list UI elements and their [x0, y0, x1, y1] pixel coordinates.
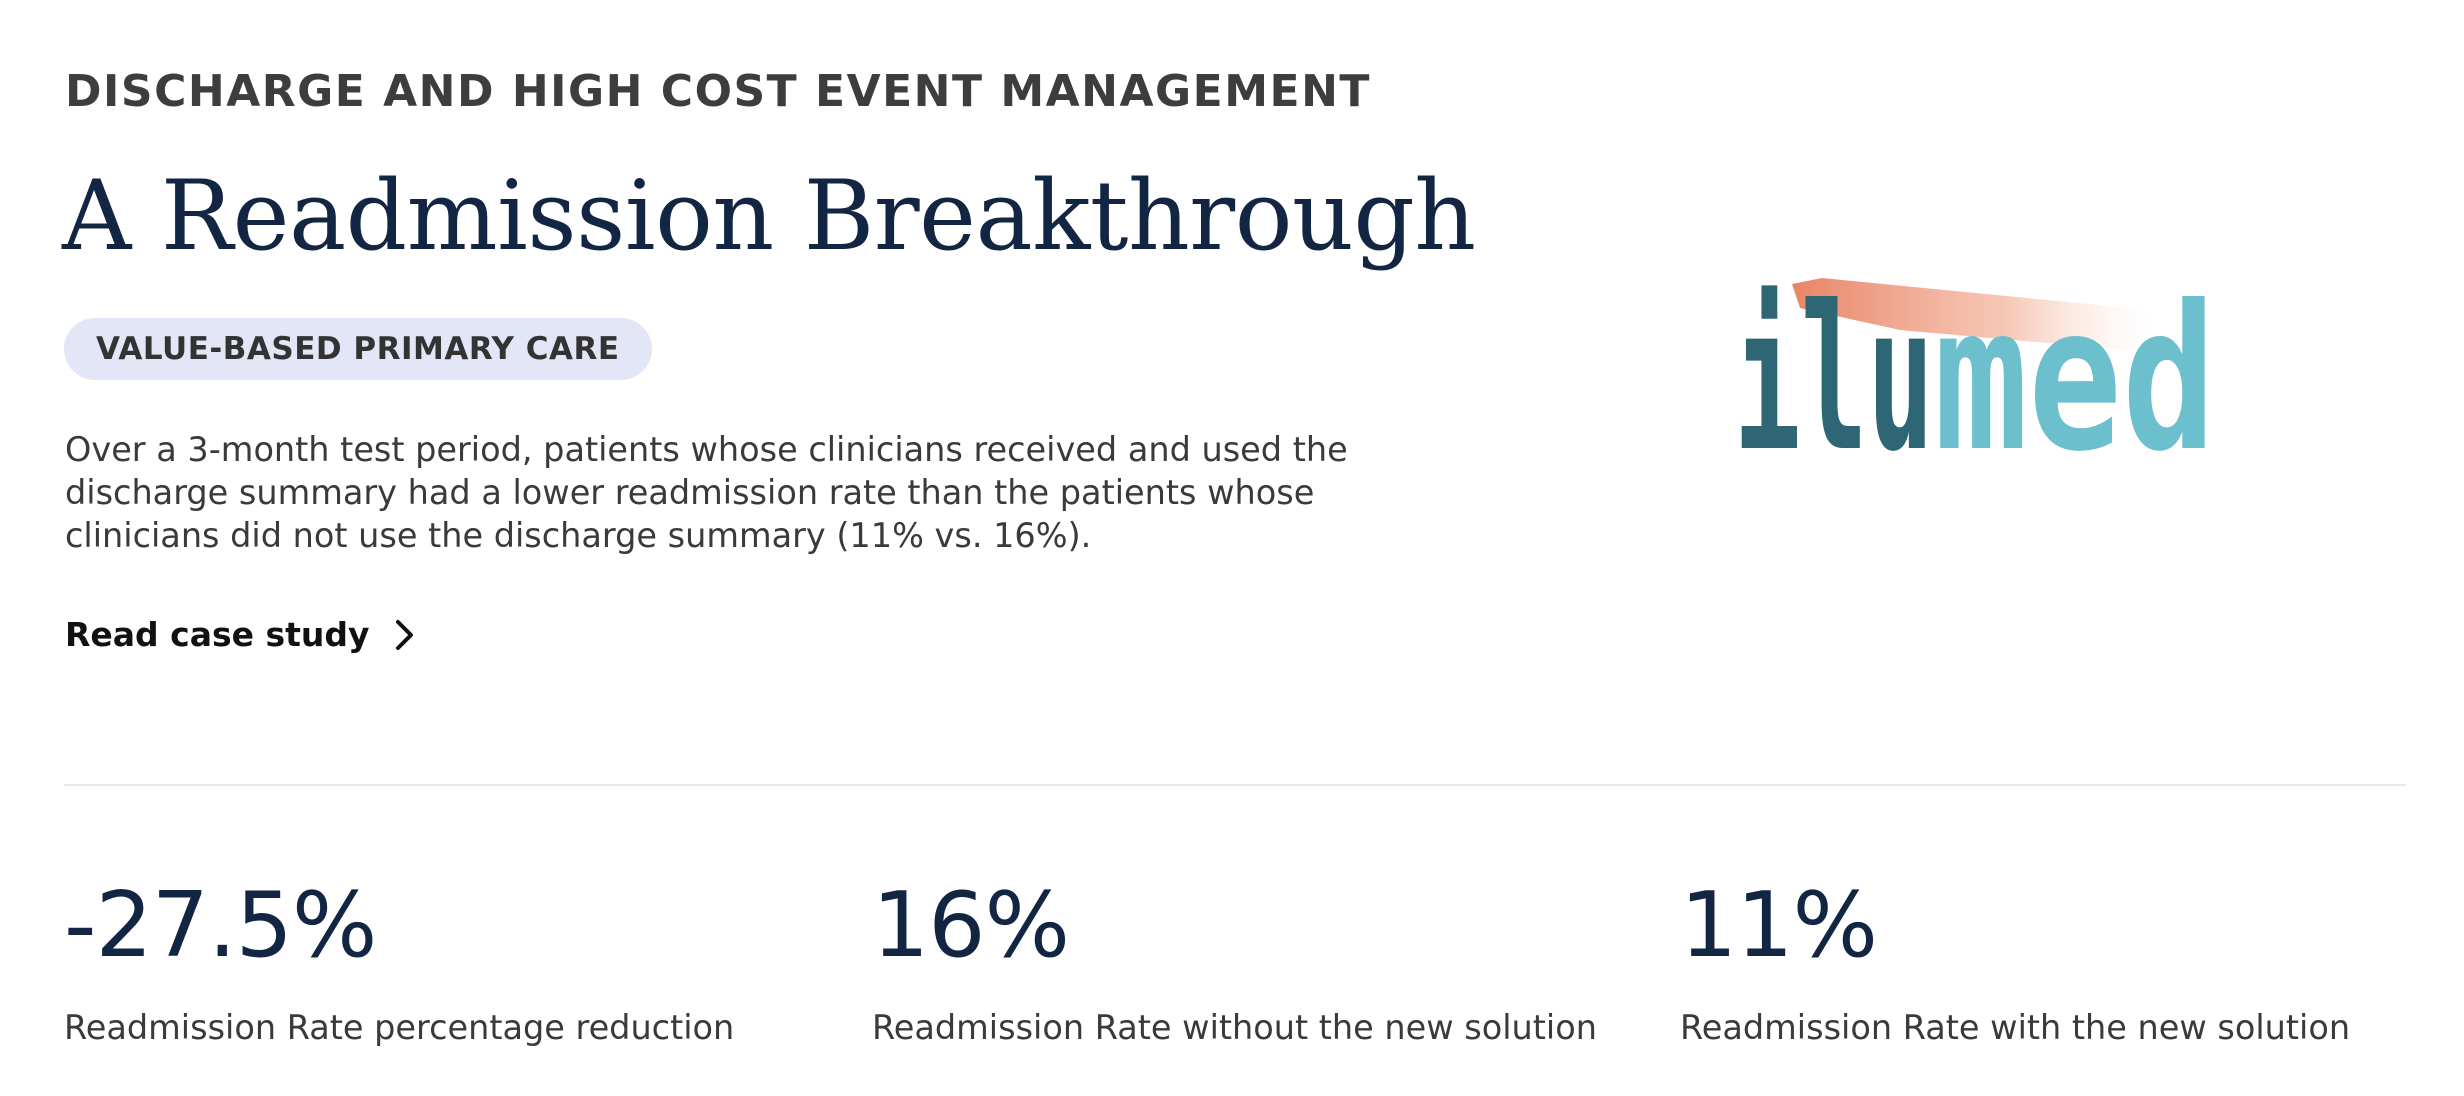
stat-without-solution: 16% Readmission Rate without the new sol…: [872, 873, 1597, 1048]
category-tag-label: VALUE-BASED PRIMARY CARE: [96, 331, 620, 367]
stat-label: Readmission Rate percentage reduction: [64, 1008, 735, 1047]
stat-label: Readmission Rate without the new solutio…: [872, 1008, 1597, 1047]
stat-reduction: -27.5% Readmission Rate percentage reduc…: [64, 873, 735, 1048]
category-tag: VALUE-BASED PRIMARY CARE: [64, 318, 652, 380]
stat-value: 11%: [1680, 873, 1878, 978]
chevron-right-icon: [394, 619, 416, 651]
ilumed-logo: ilu med: [1730, 262, 2220, 496]
logo-text-dark: ilu: [1734, 263, 1934, 462]
page-title: A Readmission Breakthrough: [62, 160, 1476, 272]
case-study-description: Over a 3-month test period, patients who…: [65, 430, 1348, 555]
stat-label: Readmission Rate with the new solution: [1680, 1008, 2351, 1047]
category-eyebrow: DISCHARGE AND HIGH COST EVENT MANAGEMENT: [65, 66, 1371, 117]
logo-text-light: med: [1934, 263, 2216, 462]
stat-value: 16%: [872, 873, 1070, 978]
section-divider: [64, 784, 2406, 786]
stat-value: -27.5%: [64, 873, 377, 978]
stat-with-solution: 11% Readmission Rate with the new soluti…: [1680, 873, 2351, 1048]
read-case-study-link[interactable]: Read case study: [65, 615, 416, 654]
read-case-study-label: Read case study: [65, 615, 370, 654]
